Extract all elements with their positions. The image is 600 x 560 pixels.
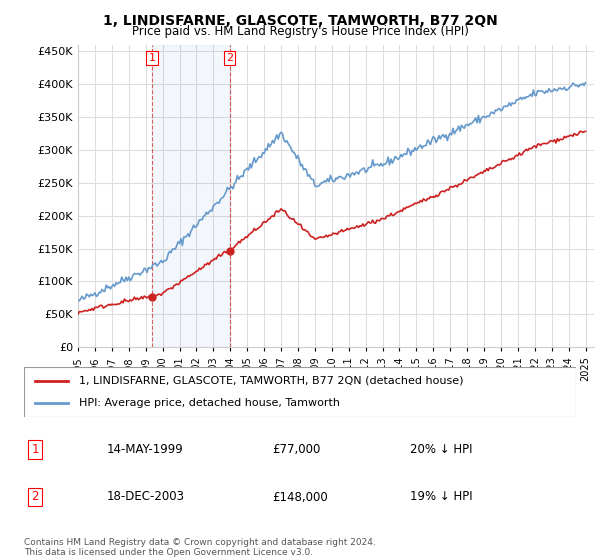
- Text: Contains HM Land Registry data © Crown copyright and database right 2024.
This d: Contains HM Land Registry data © Crown c…: [24, 538, 376, 557]
- Text: 14-MAY-1999: 14-MAY-1999: [107, 443, 184, 456]
- Text: £77,000: £77,000: [272, 443, 321, 456]
- Text: Price paid vs. HM Land Registry's House Price Index (HPI): Price paid vs. HM Land Registry's House …: [131, 25, 469, 38]
- Text: 2: 2: [226, 53, 233, 63]
- Text: 1: 1: [148, 53, 155, 63]
- Text: 1, LINDISFARNE, GLASCOTE, TAMWORTH, B77 2QN: 1, LINDISFARNE, GLASCOTE, TAMWORTH, B77 …: [103, 14, 497, 28]
- Text: 19% ↓ HPI: 19% ↓ HPI: [410, 491, 473, 503]
- Text: 18-DEC-2003: 18-DEC-2003: [107, 491, 185, 503]
- Text: 1: 1: [31, 443, 39, 456]
- Text: 2: 2: [31, 491, 39, 503]
- Bar: [152, 45, 230, 347]
- Text: HPI: Average price, detached house, Tamworth: HPI: Average price, detached house, Tamw…: [79, 398, 340, 408]
- FancyBboxPatch shape: [24, 367, 576, 417]
- Text: 20% ↓ HPI: 20% ↓ HPI: [410, 443, 473, 456]
- Text: £148,000: £148,000: [272, 491, 328, 503]
- Text: 1, LINDISFARNE, GLASCOTE, TAMWORTH, B77 2QN (detached house): 1, LINDISFARNE, GLASCOTE, TAMWORTH, B77 …: [79, 376, 464, 386]
